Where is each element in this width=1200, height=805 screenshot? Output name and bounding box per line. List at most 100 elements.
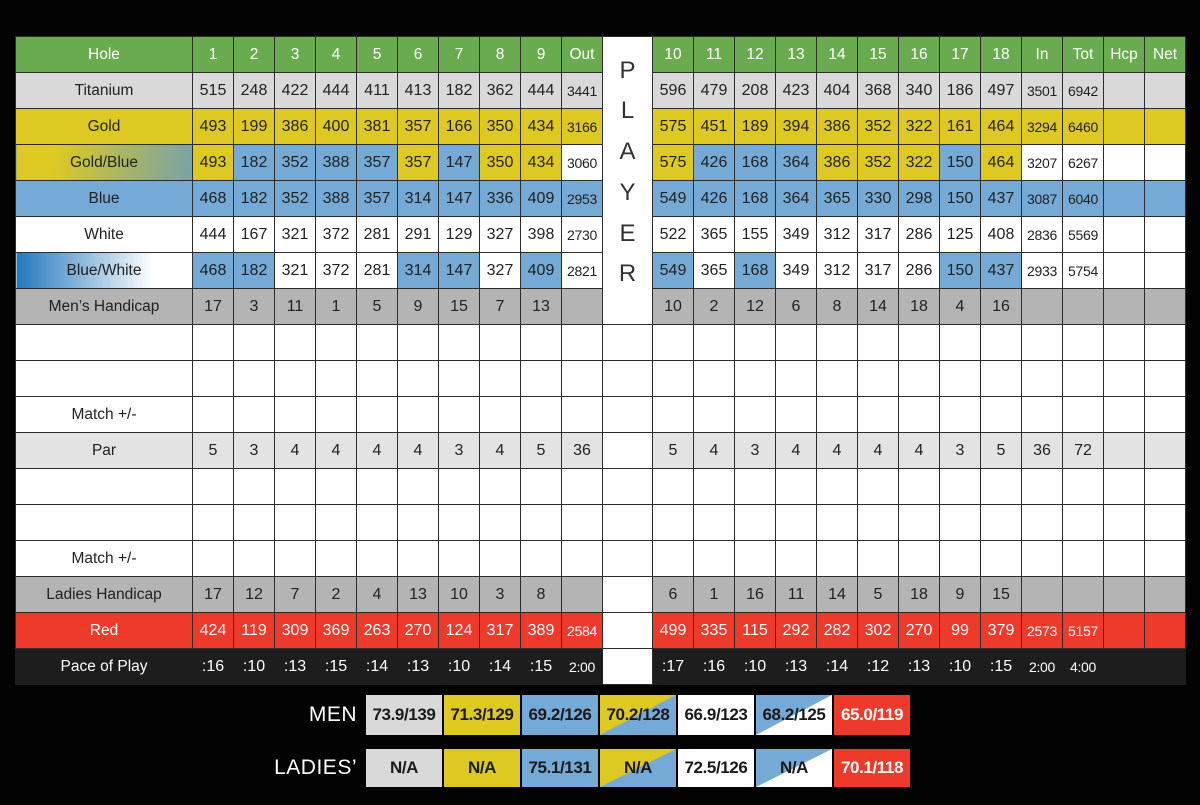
table-row: Match +/- (15, 396, 1186, 433)
score-cell (397, 504, 439, 541)
score-cell (356, 360, 398, 397)
score-cell: 2821 (561, 252, 603, 289)
header-hole-7: 7 (438, 36, 480, 73)
score-cell: 150 (939, 144, 981, 181)
score-cell (192, 540, 234, 577)
row-label: White (15, 216, 193, 253)
score-cell: 10 (438, 576, 480, 613)
score-cell: 282 (816, 612, 858, 649)
score-cell (980, 396, 1022, 433)
header-hole-8: 8 (479, 36, 521, 73)
score-cell: :13 (775, 648, 817, 685)
score-cell (192, 360, 234, 397)
score-cell: 291 (397, 216, 439, 253)
score-cell: 14 (857, 288, 899, 325)
score-cell (233, 504, 275, 541)
score-cell: 388 (315, 180, 357, 217)
score-cell: 321 (274, 252, 316, 289)
player-column-cell (602, 540, 653, 577)
score-cell: 349 (775, 216, 817, 253)
score-cell: 182 (438, 72, 480, 109)
score-cell (1103, 504, 1145, 541)
score-cell: 124 (438, 612, 480, 649)
score-cell: 2584 (561, 612, 603, 649)
score-cell (561, 360, 603, 397)
player-column-cell (602, 576, 653, 613)
score-cell (1103, 540, 1145, 577)
score-cell: 434 (520, 144, 562, 181)
score-cell: 388 (315, 144, 357, 181)
player-column-cell (602, 612, 653, 649)
score-cell (775, 504, 817, 541)
score-cell (233, 468, 275, 505)
score-cell: 5 (857, 576, 899, 613)
score-cell (315, 360, 357, 397)
score-cell (652, 468, 694, 505)
score-cell (939, 396, 981, 433)
score-cell: 12 (734, 288, 776, 325)
score-cell (898, 468, 940, 505)
score-cell: 1 (693, 576, 735, 613)
score-cell (561, 504, 603, 541)
score-cell: 364 (775, 180, 817, 217)
score-cell: 4 (356, 576, 398, 613)
score-cell (274, 396, 316, 433)
score-cell: 2730 (561, 216, 603, 253)
score-cell: 186 (939, 72, 981, 109)
score-cell: 18 (898, 288, 940, 325)
score-cell (1103, 468, 1145, 505)
score-cell: 314 (397, 252, 439, 289)
score-cell (561, 324, 603, 361)
score-cell (734, 540, 776, 577)
score-cell: 2573 (1021, 612, 1063, 649)
score-cell: 4 (693, 432, 735, 469)
score-cell (438, 504, 480, 541)
score-cell (652, 396, 694, 433)
score-cell (1144, 540, 1186, 577)
score-cell: 166 (438, 108, 480, 145)
score-cell: 13 (520, 288, 562, 325)
score-cell: 99 (939, 612, 981, 649)
score-cell (1103, 72, 1145, 109)
score-cell: 4 (898, 432, 940, 469)
score-cell (1103, 648, 1145, 685)
score-cell (939, 540, 981, 577)
table-row: Pace of Play:16:10:13:15:14:13:10:14:15 2… (15, 648, 1186, 685)
score-cell (561, 288, 603, 325)
score-cell (397, 468, 439, 505)
score-cell (652, 360, 694, 397)
score-cell (192, 396, 234, 433)
score-cell: 479 (693, 72, 735, 109)
score-cell: 9 (397, 288, 439, 325)
score-cell (980, 360, 1022, 397)
score-cell: 9 (939, 576, 981, 613)
table-row: Gold 493 199 386 400 381 357 166 350 434 3166 575 45… (15, 108, 1186, 145)
player-column-cell (602, 360, 653, 397)
score-cell (1021, 468, 1063, 505)
score-cell (1144, 468, 1186, 505)
score-cell: 168 (734, 180, 776, 217)
player-letter: P (619, 56, 636, 84)
score-cell: 352 (857, 108, 899, 145)
score-cell (520, 504, 562, 541)
score-cell: 317 (479, 612, 521, 649)
score-cell (734, 468, 776, 505)
header-hcp: Hcp (1103, 36, 1145, 73)
score-cell (857, 324, 899, 361)
score-cell: 497 (980, 72, 1022, 109)
score-cell: 549 (652, 252, 694, 289)
score-cell: 115 (734, 612, 776, 649)
table-row: Par 5 3 4 4 4 4 3 4 5 36 5 4 3 4 4 4 4 3 5 36 72 (15, 432, 1186, 469)
score-cell: 15 (438, 288, 480, 325)
score-cell: 3 (479, 576, 521, 613)
score-cell (1144, 612, 1186, 649)
score-cell (397, 324, 439, 361)
header-hole-6: 6 (397, 36, 439, 73)
score-cell (734, 504, 776, 541)
score-cell: 189 (734, 108, 776, 145)
score-cell: 3166 (561, 108, 603, 145)
player-column-cell (602, 504, 653, 541)
score-cell: 3087 (1021, 180, 1063, 217)
score-cell (520, 468, 562, 505)
